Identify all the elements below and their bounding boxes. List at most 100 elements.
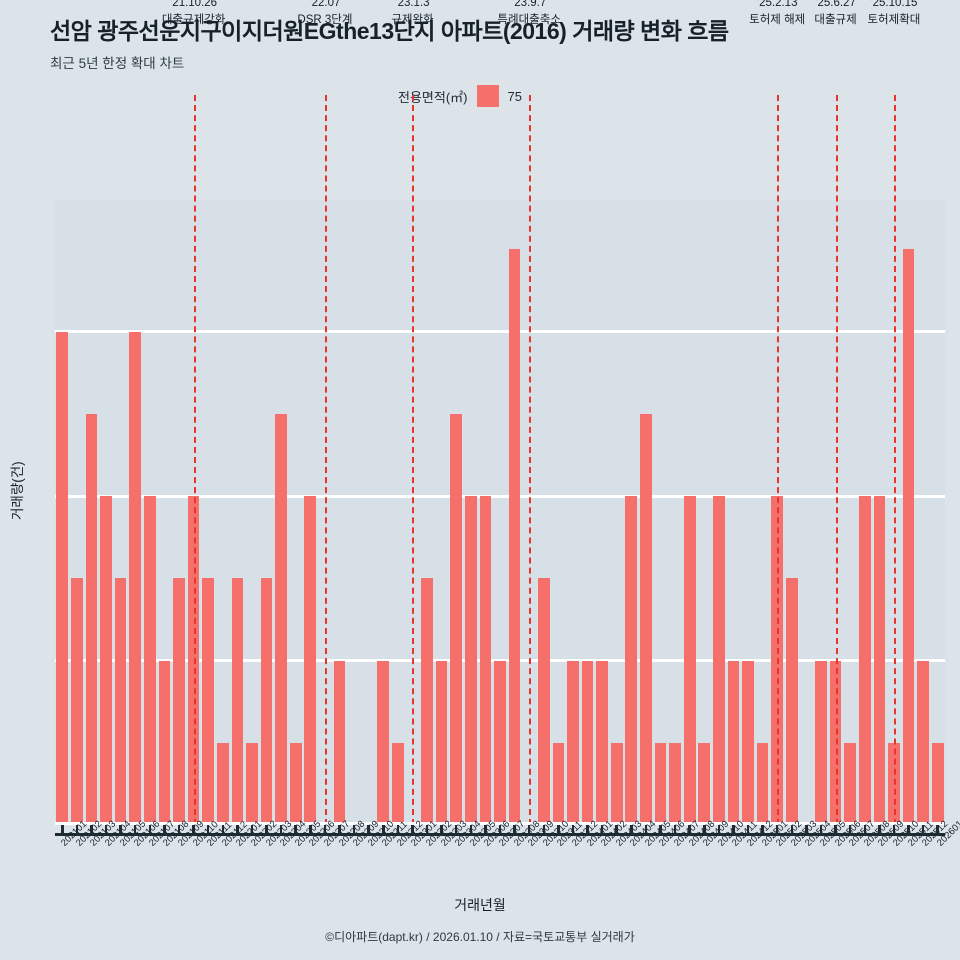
x-axis-tick-label: 202109 <box>176 818 207 849</box>
bar[interactable] <box>216 742 229 825</box>
x-axis-tick <box>834 825 837 836</box>
bar[interactable] <box>683 496 696 825</box>
bar[interactable] <box>888 742 900 825</box>
x-axis-tick <box>221 825 225 836</box>
bar[interactable] <box>640 413 652 825</box>
bar[interactable] <box>844 742 856 825</box>
bar[interactable] <box>829 660 842 825</box>
bar[interactable] <box>902 249 915 825</box>
bar[interactable] <box>450 413 463 825</box>
page-subtitle: 최근 5년 한정 확대 차트 <box>50 56 185 72</box>
bar[interactable] <box>479 496 492 825</box>
bar[interactable] <box>858 496 871 825</box>
bar[interactable] <box>917 660 929 825</box>
bar[interactable] <box>85 413 98 825</box>
bar[interactable] <box>567 660 579 825</box>
bar[interactable] <box>231 578 244 825</box>
bar[interactable] <box>727 660 740 825</box>
bar[interactable] <box>625 496 638 825</box>
bar[interactable] <box>202 578 215 825</box>
x-axis-tick <box>863 825 866 836</box>
bar[interactable] <box>654 742 667 825</box>
bar[interactable] <box>246 742 258 825</box>
x-axis-tick <box>936 825 939 836</box>
bar[interactable] <box>508 249 521 825</box>
x-axis-tick <box>819 825 823 836</box>
x-axis-tick-label: 202503 <box>788 818 819 849</box>
x-axis-tick <box>688 825 691 836</box>
x-axis-tick-label: 202501 <box>759 818 790 849</box>
x-axis-tick <box>484 825 487 836</box>
bar[interactable] <box>931 742 944 825</box>
x-axis-tick-label: 202309 <box>526 818 557 849</box>
x-axis-tick <box>352 825 356 836</box>
x-axis-tick-label: 202410 <box>715 818 747 849</box>
bar[interactable] <box>669 742 681 825</box>
bar[interactable] <box>114 578 127 825</box>
bar[interactable] <box>377 660 390 825</box>
x-axis-baseline <box>55 822 945 825</box>
x-axis-tick-label: 202107 <box>146 818 178 849</box>
bar[interactable] <box>581 660 594 825</box>
bar[interactable] <box>71 578 83 825</box>
bar[interactable] <box>333 660 346 825</box>
bar[interactable] <box>435 660 448 825</box>
x-axis-tick <box>411 825 414 836</box>
bar[interactable] <box>552 742 565 825</box>
x-axis-tick-label: 202507 <box>847 818 878 849</box>
bar[interactable] <box>596 660 608 825</box>
bar[interactable] <box>173 578 185 825</box>
x-axis-tick <box>192 825 195 836</box>
x-axis-tick-label: 202409 <box>701 818 732 849</box>
bar[interactable] <box>392 742 404 825</box>
bar[interactable] <box>158 660 171 825</box>
bar[interactable] <box>129 331 142 825</box>
bar[interactable] <box>873 496 886 825</box>
x-axis-tick-label: 202212 <box>394 818 426 849</box>
bar[interactable] <box>464 496 477 825</box>
x-axis-tick <box>571 825 575 836</box>
bar[interactable] <box>260 578 273 825</box>
bar[interactable] <box>304 496 317 825</box>
x-axis-tick-label: 202407 <box>672 818 703 849</box>
bar[interactable] <box>742 660 754 825</box>
bar[interactable] <box>815 660 827 825</box>
x-axis-tick-label: 202203 <box>263 818 294 849</box>
x-axis-tick-label: 202311 <box>555 819 586 849</box>
bar[interactable] <box>756 742 769 825</box>
bar[interactable] <box>494 660 506 825</box>
x-axis-tick-label: 202301 <box>409 818 440 849</box>
x-axis-tick-label: 202411 <box>730 819 761 849</box>
bar[interactable] <box>275 413 287 825</box>
x-axis-tick-label: 202304 <box>453 818 484 849</box>
bar[interactable] <box>771 496 784 825</box>
chart-header: 선암 광주선운지구이지더원EGthe13단지 아파트(2016) 거래량 변화 … <box>0 0 960 72</box>
bar[interactable] <box>610 742 623 825</box>
x-axis-tick <box>790 825 794 836</box>
bar[interactable] <box>144 496 156 825</box>
bar[interactable] <box>187 496 200 825</box>
x-axis-tick-label: 202111 <box>205 819 235 849</box>
x-axis-tick-label: 202601 <box>934 818 960 849</box>
x-axis-tick <box>878 825 881 836</box>
legend-title: 전용면적(㎡) <box>398 89 468 105</box>
bar[interactable] <box>289 742 302 825</box>
bar[interactable] <box>56 331 69 825</box>
bar[interactable] <box>785 578 798 825</box>
bar[interactable] <box>698 742 711 825</box>
event-line <box>777 95 780 825</box>
x-axis-tick <box>557 825 560 836</box>
bar[interactable] <box>421 578 433 825</box>
x-axis-tick <box>382 825 385 836</box>
x-axis-tick <box>279 825 283 836</box>
x-axis-tick-label: 202101 <box>59 818 90 849</box>
bar[interactable] <box>537 578 550 825</box>
x-axis-tick <box>396 825 400 836</box>
x-axis-tick <box>104 825 108 836</box>
x-axis-tick-label: 202512 <box>920 818 951 849</box>
x-axis-tick-label: 202508 <box>861 818 892 849</box>
bar[interactable] <box>713 496 725 825</box>
x-axis-tick-label: 202401 <box>584 818 615 849</box>
bar[interactable] <box>100 496 112 825</box>
x-axis-tick <box>163 825 166 836</box>
